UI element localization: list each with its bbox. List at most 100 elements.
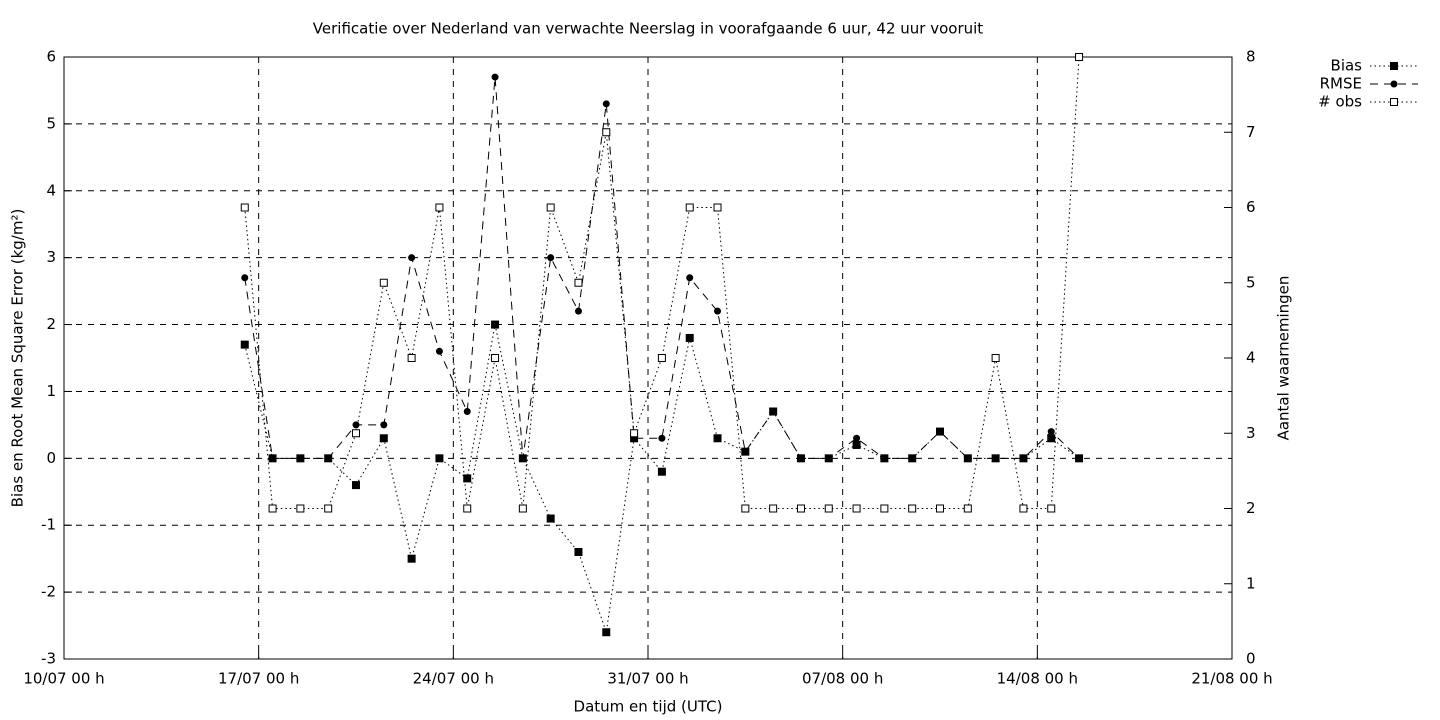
data-point [296,504,305,513]
y2-tick-label: 3 [1246,424,1256,442]
data-point [769,504,778,513]
data-point [352,421,360,429]
data-point [518,504,527,513]
data-point [574,278,583,287]
data-point [602,628,611,637]
y-tick-label: -3 [41,650,56,668]
data-point [379,434,388,443]
data-point [713,434,722,443]
data-point [908,454,916,462]
data-point [408,254,416,262]
data-point [685,333,694,342]
y2-tick-label: 1 [1246,574,1256,592]
data-point [880,504,889,513]
data-point [519,454,527,462]
y2-tick-label: 7 [1246,123,1256,141]
data-point [546,203,555,212]
data-point [880,454,888,462]
data-point [685,203,694,212]
data-point [1019,504,1028,513]
y-tick-label: -1 [41,516,56,534]
x-tick-label: 10/07 00 h [23,670,104,688]
data-point [797,454,805,462]
data-point [574,307,582,315]
x-tick-label: 31/07 00 h [607,670,688,688]
data-point [352,481,360,490]
x-tick-label: 07/08 00 h [802,670,883,688]
data-point [435,203,444,212]
y-tick-label: 4 [46,181,56,199]
legend-marker [1390,80,1398,88]
legend-label: RMSE [1320,75,1362,93]
data-point [824,504,833,513]
y2-tick-label: 6 [1246,198,1256,216]
data-point [240,203,249,212]
data-point [825,454,833,462]
data-point [936,504,944,513]
data-point [269,454,277,462]
legend-marker [1390,98,1398,106]
data-point [324,454,332,462]
data-point [547,254,555,262]
data-point [546,514,555,523]
y2-tick-label: 4 [1246,349,1256,367]
data-point [324,504,333,513]
x-tick-label: 14/08 00 h [997,670,1078,688]
y-tick-label: 6 [46,48,56,66]
data-point [435,347,443,355]
y2-tick-label: 5 [1246,273,1256,291]
series-line [244,77,1080,459]
chart-title: Verificatie over Nederland van verwachte… [313,20,983,38]
data-point [630,429,639,438]
data-point [241,274,249,282]
data-point [658,434,666,442]
data-point [991,354,1000,362]
x-tick-label: 21/08 00 h [1191,670,1272,688]
data-point [741,448,749,456]
data-point [852,440,861,449]
x-tick-label: 24/07 00 h [413,670,494,688]
data-point [1075,454,1083,462]
y-tick-label: 1 [46,382,56,400]
data-point [992,454,1000,462]
series-line [244,324,1080,633]
data-point [963,504,972,513]
data-point [379,278,388,287]
data-point [435,454,444,463]
y-tick-label: -2 [41,583,56,601]
legend-marker [1390,62,1398,70]
data-point [657,467,666,476]
x-tick-label: 17/07 00 h [218,670,299,688]
data-point [491,73,499,81]
data-point [852,504,861,513]
data-point [407,554,416,563]
data-point [491,354,500,362]
data-point [936,428,944,436]
data-point [1047,504,1056,513]
y-tick-label: 3 [46,248,56,266]
data-point [908,504,917,513]
y-tick-label: 5 [46,114,56,132]
data-point [769,408,777,416]
data-point [1075,53,1084,61]
data-point [574,547,583,556]
data-point [463,474,472,483]
y-axis-label: Bias en Root Mean Square Error (kg/m²) [9,209,27,508]
data-point [1019,454,1027,462]
data-point [714,307,722,315]
data-point [602,128,611,137]
data-point [407,354,416,362]
data-point [796,504,805,513]
data-point [352,429,360,438]
data-point [1047,434,1056,443]
legend-label: # obs [1318,93,1362,111]
data-point [853,434,861,442]
x-axis-label: Datum en tijd (UTC) [574,698,723,716]
data-point [1047,428,1055,436]
data-point [964,454,972,462]
y-tick-label: 0 [46,449,56,467]
legend-label: Bias [1331,57,1363,75]
y2-tick-label: 8 [1246,48,1256,66]
y2-axis-label: Aantal waarnemingen [1275,276,1293,441]
